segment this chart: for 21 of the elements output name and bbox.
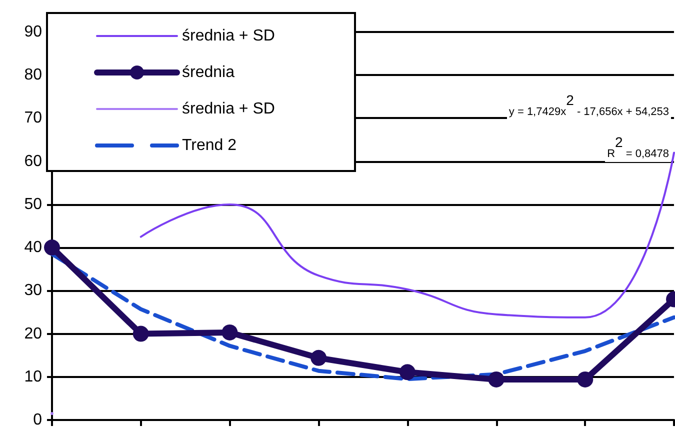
y-tick-label: 90 bbox=[24, 24, 42, 40]
point bbox=[132, 326, 149, 342]
point bbox=[399, 364, 416, 380]
y-tick-label: 80 bbox=[24, 66, 42, 84]
y-tick-label: 60 bbox=[24, 152, 42, 170]
y-tick-label: 30 bbox=[24, 282, 42, 300]
point bbox=[222, 324, 238, 340]
legend-label: średnia + SD bbox=[182, 28, 275, 44]
point bbox=[310, 350, 327, 366]
legend-label: średnia bbox=[182, 64, 235, 81]
y-tick-label: 0 bbox=[33, 412, 42, 428]
point bbox=[488, 371, 504, 388]
legend-label: Trend 2 bbox=[182, 137, 237, 154]
y-tick-label: 10 bbox=[24, 368, 42, 386]
y-tick-label: 70 bbox=[24, 110, 42, 127]
y-tick-label: 20 bbox=[24, 325, 42, 342]
y-tick-label: 50 bbox=[24, 196, 42, 213]
y-tick-label: 40 bbox=[24, 239, 42, 256]
legend-label: średnia + SD bbox=[182, 100, 275, 118]
point bbox=[577, 371, 594, 388]
point bbox=[44, 240, 60, 256]
